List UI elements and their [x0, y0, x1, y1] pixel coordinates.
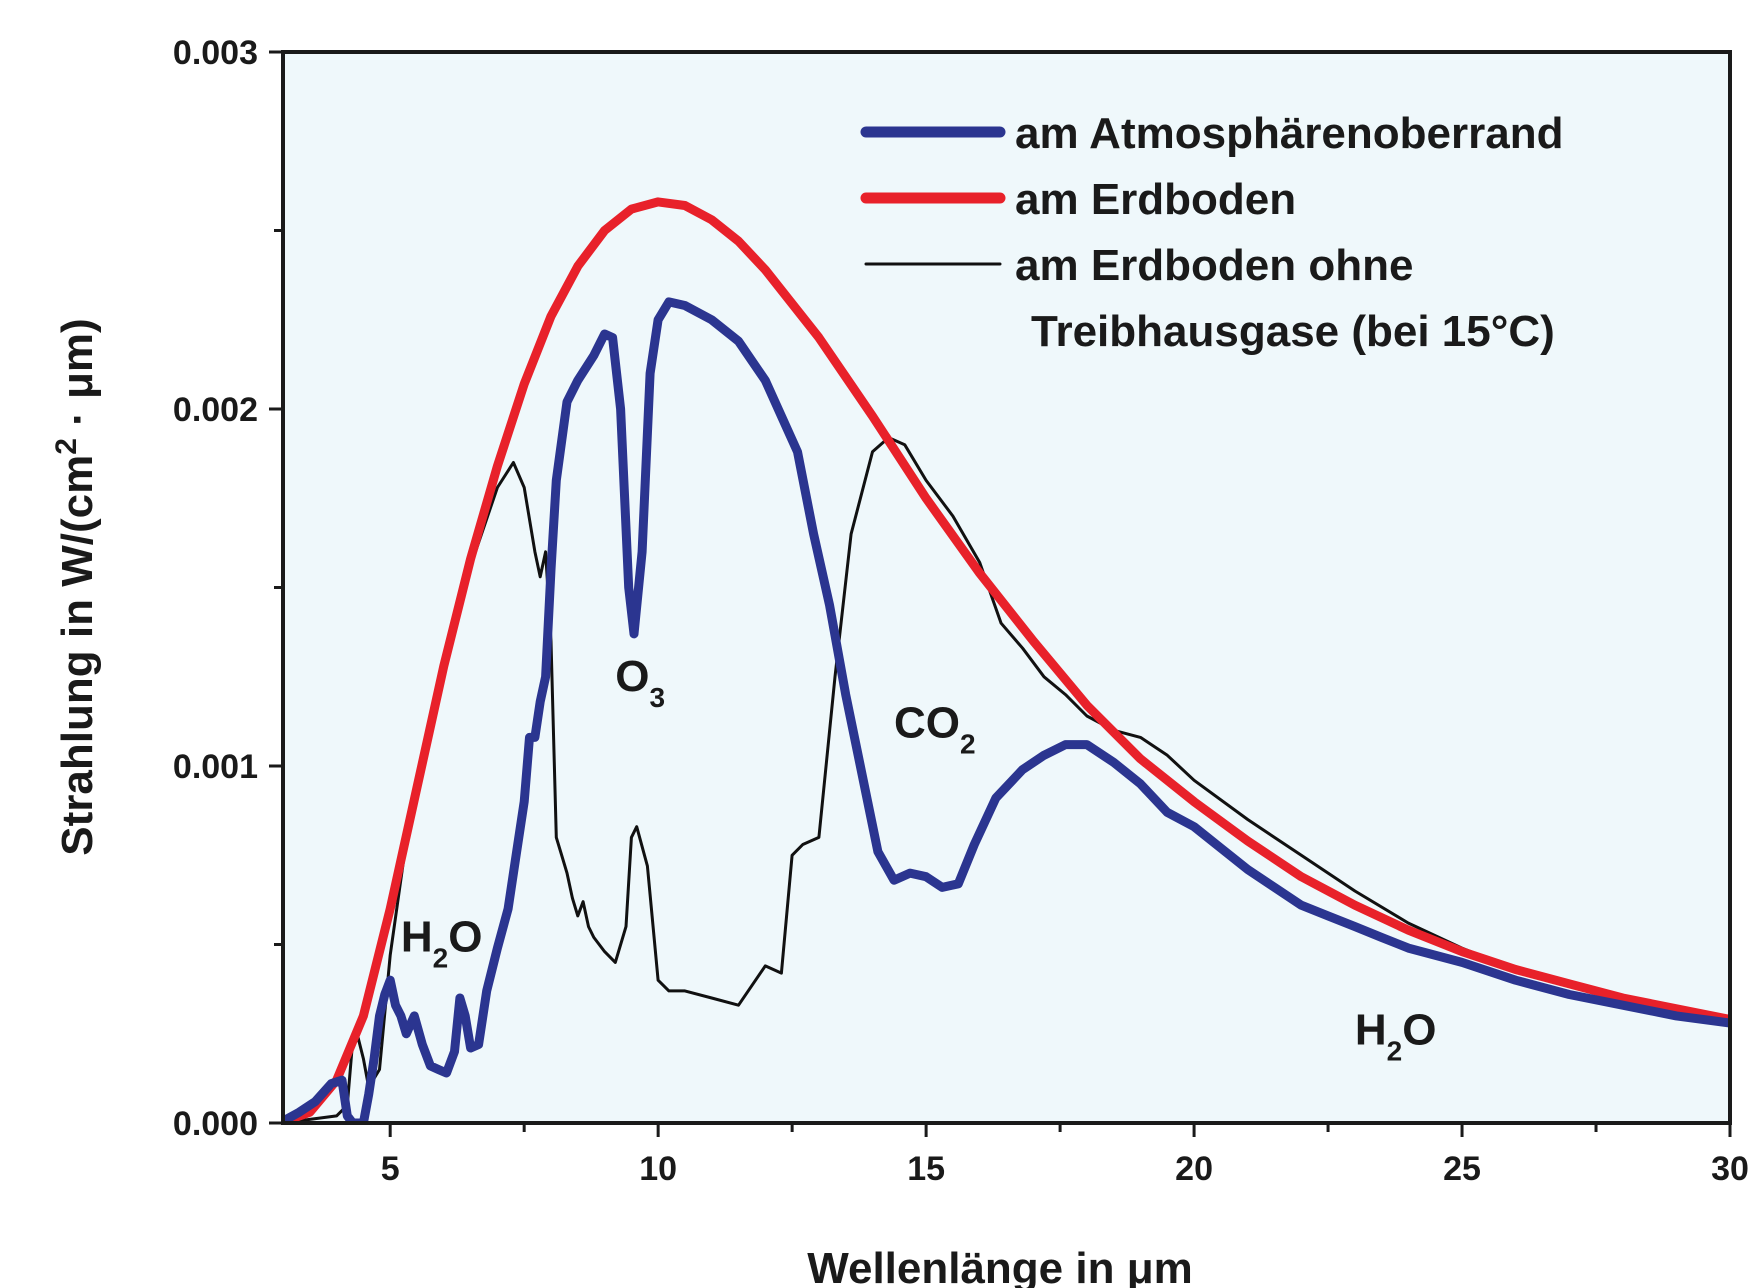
- legend: am Atmosphärenoberrand am Erdboden am Erdb…: [860, 109, 1563, 356]
- series-line-toa: [283, 297, 1730, 1123]
- x-tick-label: 10: [639, 1150, 677, 1188]
- gas-annotation: O3: [615, 652, 665, 713]
- y-tick-label: 0.003: [173, 34, 258, 72]
- x-tick-label: 20: [1175, 1150, 1213, 1188]
- y-tick-label: 0.001: [173, 748, 258, 786]
- x-tick-label: 25: [1443, 1150, 1481, 1188]
- x-axis-label: Wellenlänge in μm: [807, 1244, 1193, 1288]
- x-tick-label: 15: [907, 1150, 945, 1188]
- legend-label: am Erdboden ohne: [1015, 241, 1413, 290]
- legend-label: am Erdboden: [1015, 175, 1296, 224]
- annotation-layer: H2O O3 CO2 H2O: [401, 652, 1437, 1066]
- x-tick-label: 5: [381, 1150, 400, 1188]
- legend-label: am Atmosphärenoberrand: [1015, 109, 1563, 158]
- series-line-surface: [283, 197, 1730, 1123]
- gas-annotation: CO2: [894, 698, 976, 759]
- gas-annotation: H2O: [401, 913, 483, 974]
- x-tick-label: 30: [1711, 1150, 1749, 1188]
- ticks-layer: 5 10 15 20 25 30 0.000 0.001 0.002 0.003: [173, 34, 1749, 1188]
- y-tick-label: 0.002: [173, 391, 258, 429]
- legend-label-continued: Treibhausgase (bei 15°C): [1031, 307, 1555, 356]
- y-tick-label: 0.000: [173, 1105, 258, 1143]
- y-axis-label: Strahlung in W/(cm2 · μm): [50, 318, 102, 855]
- plot-background: [283, 52, 1730, 1123]
- gas-annotation: H2O: [1355, 1005, 1437, 1066]
- series-layer: [283, 197, 1730, 1123]
